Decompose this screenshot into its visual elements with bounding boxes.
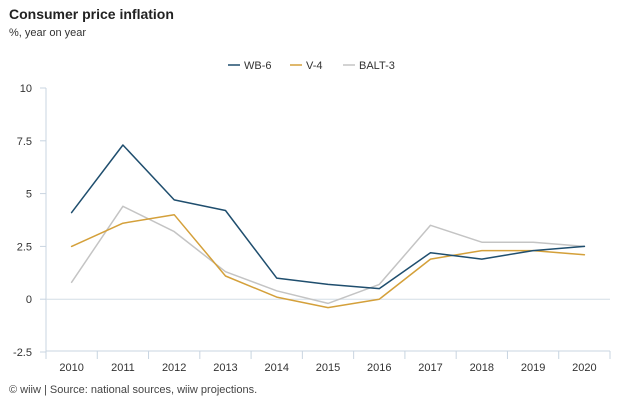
legend-label: V-4: [306, 60, 323, 72]
x-tick-label: 2015: [316, 362, 340, 374]
x-tick-label: 2011: [111, 362, 135, 374]
series-line-wb-6: [70, 144, 586, 290]
source-note: © wiiw | Source: national sources, wiiw …: [9, 384, 258, 396]
series-lines: [70, 144, 586, 309]
x-tick-label: 2017: [418, 362, 442, 374]
x-tick-label: 2019: [521, 362, 545, 374]
x-tick-label: 2014: [264, 362, 288, 374]
y-axis: -2.5 0 2.5 5 7.5 10: [13, 83, 610, 359]
x-tick-label: 2020: [572, 362, 596, 374]
x-tick-label: 2016: [367, 362, 391, 374]
x-tick-label: 2018: [470, 362, 494, 374]
chart-subtitle: %, year on year: [9, 27, 87, 39]
x-tick-label: 2012: [162, 362, 186, 374]
chart-title: Consumer price inflation: [9, 6, 174, 22]
y-tick-label: 2.5: [17, 241, 32, 253]
y-tick-label: 0: [26, 294, 32, 306]
legend-label: WB-6: [244, 60, 272, 72]
x-tick-label: 2013: [213, 362, 237, 374]
legend-label: BALT-3: [359, 60, 395, 72]
y-tick-label: 7.5: [17, 136, 32, 148]
y-tick-label: 5: [26, 189, 32, 201]
series-line-balt-3: [70, 205, 586, 305]
legend: WB-6 V-4 BALT-3: [228, 60, 395, 72]
x-tick-label: 2010: [59, 362, 83, 374]
x-axis: 2010 2011 2012 2013 2014 2015 2016 2017 2018 2019…: [45, 350, 611, 374]
y-tick-label: 10: [20, 83, 32, 95]
series-line-v-4: [70, 213, 586, 309]
y-tick-label: -2.5: [13, 347, 32, 359]
